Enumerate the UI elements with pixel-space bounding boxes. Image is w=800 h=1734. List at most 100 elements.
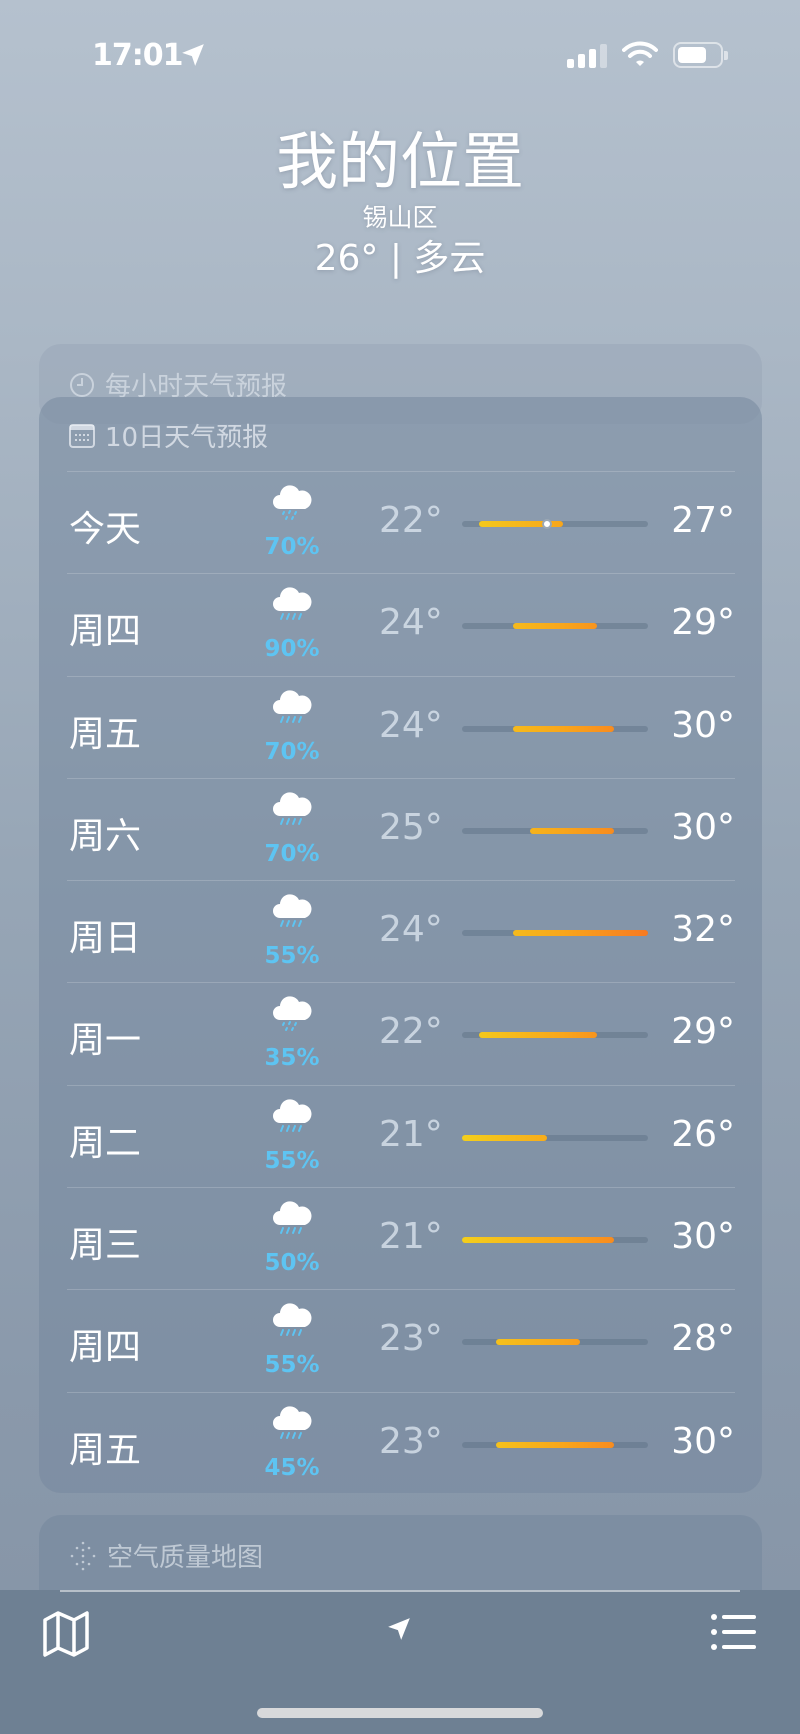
precip-chance: 70% [264, 738, 320, 765]
precip-chance: 55% [264, 943, 320, 970]
air-quality-title: 空气质量地图 [107, 1543, 264, 1573]
day-label: 周日 [69, 918, 142, 960]
low-temp: 25° [379, 806, 443, 848]
day-label: 今天 [69, 509, 142, 550]
forecast-row[interactable]: 周三 50% 21° 30° [67, 1187, 735, 1289]
temp-range-bar [478, 521, 564, 527]
cloud-rain-icon [273, 894, 312, 928]
cloud-rain-icon [273, 1099, 312, 1132]
forecast-row[interactable]: 周五 45% 23° 30° [67, 1391, 735, 1494]
day-label: 周二 [69, 1122, 142, 1164]
low-temp: 24° [379, 909, 443, 951]
location-arrow-icon [182, 44, 204, 66]
status-time: 17:01 [92, 38, 183, 73]
temp-range-bar [462, 1237, 615, 1244]
high-temp: 30° [671, 806, 735, 848]
forecast-list: 今天 70% 22° 27° 周四 90% 24° 29° 周五 70% 24° 3… [67, 471, 735, 1494]
day-label: 周一 [69, 1020, 142, 1062]
day-label: 周四 [69, 611, 142, 653]
temp-range-track [462, 1441, 648, 1448]
calendar-icon [69, 423, 95, 448]
cellular-signal-icon [567, 44, 607, 68]
low-temp: 23° [379, 1318, 443, 1360]
forecast-row[interactable]: 周四 55% 23° 28° [67, 1289, 735, 1391]
precip-chance: 45% [264, 1454, 320, 1481]
high-temp: 26° [671, 1113, 735, 1155]
precip-chance: 55% [264, 1352, 320, 1379]
temp-range-track [462, 725, 648, 732]
low-temp: 23° [379, 1420, 443, 1462]
high-temp: 30° [671, 1420, 735, 1462]
current-condition: 26° | 多云 [314, 238, 486, 279]
cloud-rain-icon [273, 1406, 312, 1439]
temp-range-bar [478, 1032, 598, 1039]
cloud-rain-icon [273, 792, 312, 825]
cloud-rain-icon [273, 1303, 312, 1337]
high-temp: 29° [671, 602, 735, 644]
low-temp: 22° [379, 500, 443, 541]
forecast-row[interactable]: 今天 70% 22° 27° [67, 471, 735, 573]
current-temp-dot [541, 519, 552, 529]
low-temp: 24° [379, 704, 443, 746]
air-quality-icon [70, 1541, 96, 1570]
temp-range-bar [512, 930, 648, 937]
high-temp: 30° [671, 1216, 735, 1258]
temp-range-bar [462, 1134, 547, 1141]
temp-range-bar [529, 827, 615, 834]
precip-chance: 55% [264, 1147, 320, 1174]
divider [60, 1590, 740, 1592]
temp-range-track [462, 1134, 648, 1141]
high-temp: 29° [671, 1011, 735, 1053]
day-label: 周三 [69, 1225, 142, 1267]
temp-range-track [462, 827, 648, 834]
ten-day-title: 10日天气预报 [105, 423, 269, 453]
location-subtitle: 锡山区 [362, 203, 438, 232]
forecast-row[interactable]: 周四 90% 24° 29° [67, 573, 735, 675]
temp-range-bar [495, 1441, 615, 1448]
forecast-row[interactable]: 周日 55% 24° 32° [67, 880, 735, 982]
day-label: 周四 [69, 1327, 142, 1369]
high-temp: 27° [671, 500, 735, 541]
temp-range-track [462, 1237, 648, 1244]
map-icon[interactable] [42, 1610, 90, 1658]
day-label: 周六 [69, 815, 142, 857]
forecast-row[interactable]: 周一 35% 22° 29° [67, 982, 735, 1084]
day-label: 周五 [69, 1429, 142, 1471]
status-bar: 17:01 [0, 34, 800, 78]
low-temp: 22° [379, 1011, 443, 1053]
precip-chance: 35% [264, 1045, 320, 1072]
battery-icon [673, 42, 728, 68]
precip-chance: 90% [264, 636, 320, 663]
day-label: 周五 [69, 713, 142, 755]
temp-range-track [462, 623, 648, 630]
high-temp: 30° [671, 704, 735, 746]
forecast-row[interactable]: 周五 70% 24° 30° [67, 675, 735, 778]
high-temp: 32° [671, 909, 735, 951]
cloud-rain-icon [273, 587, 312, 621]
temp-range-bar [512, 623, 598, 630]
temp-range-bar [495, 1339, 581, 1346]
high-temp: 28° [671, 1318, 735, 1360]
bottom-toolbar [0, 1590, 800, 1734]
precip-chance: 70% [264, 840, 320, 867]
temp-range-track [462, 1339, 648, 1346]
low-temp: 24° [379, 602, 443, 644]
clock-icon [70, 372, 94, 397]
cloud-rain-icon [273, 689, 312, 723]
cloud-rain-icon [273, 1201, 312, 1235]
location-arrow-icon[interactable] [386, 1616, 412, 1642]
ten-day-forecast-card[interactable]: 10日天气预报 今天 70% 22° 27° 周四 90% 24° 29° 周五 7… [39, 397, 762, 1493]
precip-chance: 50% [264, 1250, 320, 1277]
wifi-icon [622, 41, 658, 66]
temp-range-bar [512, 725, 615, 732]
temp-range-track [462, 930, 648, 937]
temp-range-track [462, 1032, 648, 1039]
list-icon[interactable] [710, 1612, 758, 1652]
location-title: 我的位置 [275, 125, 524, 198]
home-indicator[interactable] [257, 1708, 543, 1718]
forecast-row[interactable]: 周二 55% 21° 26° [67, 1084, 735, 1187]
temp-range-track [462, 519, 648, 529]
forecast-row[interactable]: 周六 70% 25° 30° [67, 777, 735, 880]
current-weather-header: 我的位置 锡山区 26° | 多云 [0, 124, 800, 282]
precip-chance: 70% [264, 534, 320, 560]
